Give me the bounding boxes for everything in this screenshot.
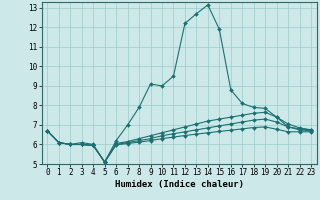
X-axis label: Humidex (Indice chaleur): Humidex (Indice chaleur) (115, 180, 244, 189)
